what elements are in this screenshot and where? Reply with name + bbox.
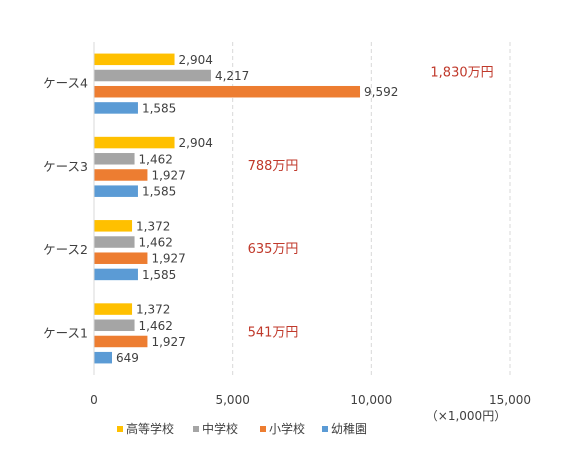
data-label: 1,462	[139, 236, 173, 250]
bar	[94, 69, 211, 82]
category-label: ケース3	[43, 159, 88, 174]
x-tick-label: 0	[90, 393, 98, 407]
category-label: ケース4	[43, 76, 88, 91]
data-label: 4,217	[215, 69, 249, 83]
legend-swatch	[193, 426, 199, 432]
x-tick-label: 10,000	[350, 393, 392, 407]
data-label: 649	[116, 351, 139, 365]
data-label: 1,372	[136, 303, 170, 317]
legend-swatch	[260, 426, 266, 432]
data-label: 2,904	[179, 136, 213, 150]
legend-swatch	[117, 426, 123, 432]
category-label: ケース1	[43, 325, 88, 340]
legend: 高等学校 中学校 小学校 幼稚園	[117, 421, 367, 436]
x-tick-label: 5,000	[215, 393, 249, 407]
bar	[94, 319, 135, 332]
bar	[94, 102, 138, 114]
bar	[94, 236, 135, 248]
data-label: 1,585	[142, 185, 176, 199]
data-label: 1,372	[136, 219, 170, 233]
total-annotations: 1,830万円 788万円 635万円 541万円	[248, 66, 494, 341]
bars	[94, 53, 361, 364]
data-labels: 2,9044,2179,5921,5852,9041,4621,9271,585…	[116, 53, 398, 365]
legend-label: 小学校	[269, 421, 305, 436]
bar	[94, 185, 138, 197]
bar	[94, 351, 112, 364]
bar	[94, 136, 175, 149]
data-label: 1,927	[151, 168, 185, 182]
bar	[94, 335, 148, 348]
data-label: 1,585	[142, 268, 176, 282]
total-label: 541万円	[248, 325, 299, 340]
bar	[94, 53, 175, 66]
bar	[94, 85, 361, 98]
total-label: 788万円	[248, 159, 299, 174]
legend-label: 中学校	[202, 421, 238, 436]
data-label: 1,927	[151, 335, 185, 349]
x-tick-label: 15,000	[489, 393, 531, 407]
unit-label: （×1,000円）	[426, 409, 506, 423]
bar	[94, 268, 138, 281]
bar	[94, 303, 133, 315]
bar	[94, 153, 135, 165]
data-label: 2,904	[179, 53, 213, 67]
data-label: 1,927	[151, 252, 185, 266]
data-label: 1,462	[139, 319, 173, 333]
data-label: 1,585	[142, 101, 176, 115]
total-label: 1,830万円	[430, 66, 493, 81]
total-label: 635万円	[248, 242, 299, 257]
data-label: 1,462	[139, 152, 173, 166]
axis: 0 5,000 10,000 15,000 （×1,000円） ケース4 ケース3 ケース2 ケ…	[43, 42, 531, 423]
legend-label: 幼稚園	[331, 422, 367, 436]
data-label: 9,592	[364, 85, 398, 99]
bar	[94, 220, 133, 232]
legend-swatch	[322, 426, 328, 432]
bar	[94, 252, 148, 264]
bar	[94, 169, 148, 181]
category-label: ケース2	[43, 242, 88, 257]
legend-label: 高等学校	[126, 421, 174, 436]
